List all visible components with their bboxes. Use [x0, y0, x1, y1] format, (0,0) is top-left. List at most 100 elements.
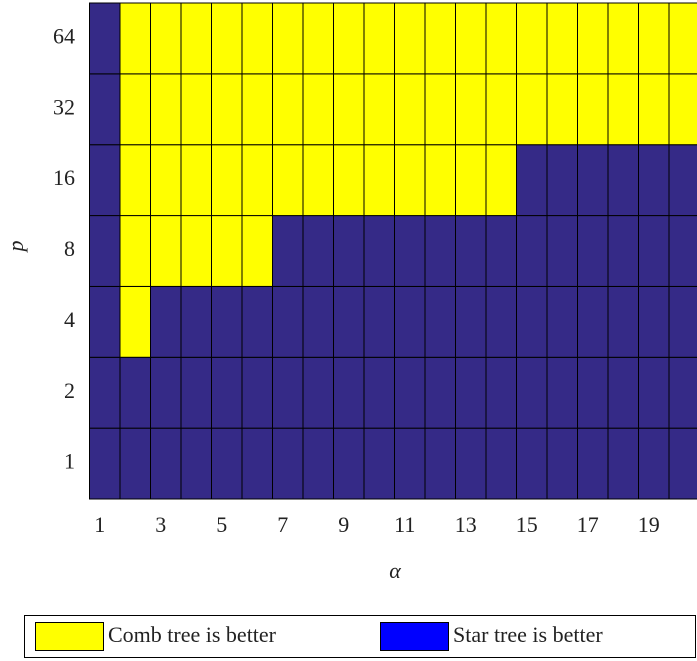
- heatmap-cell: [668, 285, 697, 358]
- x-tick-label: 19: [638, 512, 660, 537]
- heatmap-cell: [424, 356, 456, 429]
- heatmap-cell: [211, 2, 243, 75]
- y-tick-label: 64: [53, 23, 75, 48]
- heatmap-cell: [272, 144, 304, 217]
- heatmap-cell: [180, 356, 212, 429]
- heatmap-cell: [424, 285, 456, 358]
- heatmap-cell: [89, 356, 121, 429]
- heatmap-cell: [180, 2, 212, 75]
- heatmap-cell: [546, 215, 578, 287]
- heatmap-cell: [546, 73, 578, 146]
- heatmap-cell: [607, 144, 639, 217]
- legend-swatch: [380, 622, 449, 651]
- heatmap-cell: [119, 2, 151, 75]
- heatmap-cell: [241, 215, 273, 287]
- heatmap-cell: [546, 285, 578, 358]
- heatmap-cell: [638, 285, 670, 358]
- heatmap-cell: [302, 73, 334, 146]
- heatmap-cell: [455, 427, 487, 500]
- heatmap-cell: [150, 215, 182, 287]
- heatmap-cell: [211, 215, 243, 287]
- heatmap-cell: [668, 427, 697, 500]
- heatmap-cell: [485, 427, 517, 500]
- heatmap-cell: [607, 285, 639, 358]
- heatmap-cell: [516, 73, 548, 146]
- y-tick-label: 1: [64, 449, 75, 474]
- heatmap-cell: [119, 356, 151, 429]
- heatmap-cell: [546, 2, 578, 75]
- heatmap-cell: [668, 2, 697, 75]
- heatmap-cell: [394, 285, 426, 358]
- legend-swatch: [35, 622, 104, 651]
- x-tick-label: 3: [155, 512, 166, 537]
- heatmap-cell: [119, 427, 151, 500]
- heatmap-cell: [607, 2, 639, 75]
- heatmap-cell: [577, 215, 609, 287]
- heatmap-cell: [546, 427, 578, 500]
- heatmap-cell: [272, 215, 304, 287]
- heatmap-cell: [241, 285, 273, 358]
- heatmap-cell: [363, 215, 395, 287]
- x-tick-label: 5: [216, 512, 227, 537]
- heatmap-cell: [333, 2, 365, 75]
- heatmap-cell: [485, 285, 517, 358]
- heatmap-cell: [211, 285, 243, 358]
- heatmap-cell: [211, 356, 243, 429]
- heatmap-cell: [363, 356, 395, 429]
- heatmap-cell: [455, 215, 487, 287]
- heatmap-cell: [455, 285, 487, 358]
- heatmap-cell: [333, 73, 365, 146]
- heatmap-cell: [577, 285, 609, 358]
- heatmap-cell: [394, 356, 426, 429]
- x-tick-label: 11: [394, 512, 415, 537]
- heatmap-cell: [363, 427, 395, 500]
- heatmap-cell: [638, 144, 670, 217]
- heatmap-cell: [211, 144, 243, 217]
- heatmap-cell: [668, 356, 697, 429]
- heatmap-cell: [455, 144, 487, 217]
- heatmap-cell: [302, 356, 334, 429]
- heatmap-cell: [607, 215, 639, 287]
- heatmap-cell: [333, 285, 365, 358]
- heatmap-cell: [516, 356, 548, 429]
- heatmap-cell: [424, 73, 456, 146]
- heatmap-cell: [89, 285, 121, 358]
- heatmap-cell: [302, 427, 334, 500]
- heatmap-cell: [302, 2, 334, 75]
- heatmap-cell: [577, 356, 609, 429]
- heatmap-cell: [516, 2, 548, 75]
- heatmap-cell: [546, 144, 578, 217]
- heatmap-cell: [241, 356, 273, 429]
- heatmap-cell: [607, 427, 639, 500]
- heatmap-cell: [394, 144, 426, 217]
- heatmap-cell: [89, 144, 121, 217]
- heatmap-cell: [150, 144, 182, 217]
- heatmap-cell: [150, 427, 182, 500]
- heatmap-cell: [638, 73, 670, 146]
- heatmap-cell: [363, 285, 395, 358]
- heatmap-cell: [119, 285, 151, 358]
- heatmap-cell: [89, 2, 121, 75]
- heatmap-cell: [516, 427, 548, 500]
- heatmap-cell: [668, 215, 697, 287]
- heatmap-cell: [150, 2, 182, 75]
- heatmap-cell: [638, 2, 670, 75]
- heatmap-cell: [455, 356, 487, 429]
- heatmap-cell: [363, 73, 395, 146]
- heatmap-cell: [302, 215, 334, 287]
- heatmap-cell: [394, 427, 426, 500]
- x-tick-label: 15: [516, 512, 538, 537]
- legend-label: Comb tree is better: [108, 622, 277, 647]
- heatmap-cell: [424, 215, 456, 287]
- heatmap-cell: [211, 427, 243, 500]
- heatmap-cell: [272, 73, 304, 146]
- heatmap-cell: [668, 73, 697, 146]
- x-tick-label: 7: [277, 512, 288, 537]
- heatmap-cell: [577, 144, 609, 217]
- heatmap-cell: [150, 285, 182, 358]
- heatmap-cell: [516, 215, 548, 287]
- heatmap-cell: [638, 356, 670, 429]
- heatmap-cell: [272, 2, 304, 75]
- heatmap-cell: [485, 2, 517, 75]
